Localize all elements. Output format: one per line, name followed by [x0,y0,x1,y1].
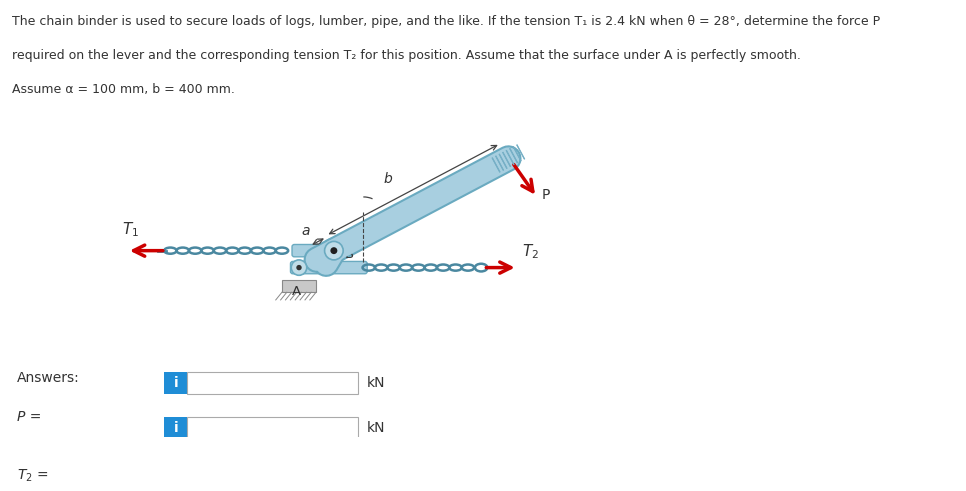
Text: P: P [541,189,550,202]
Circle shape [292,260,307,275]
Text: kN: kN [367,376,385,390]
Text: a: a [301,224,309,239]
Circle shape [330,247,337,254]
Text: Assume α = 100 mm, b = 400 mm.: Assume α = 100 mm, b = 400 mm. [12,83,235,96]
Text: $T_1$: $T_1$ [123,220,139,239]
Text: The chain binder is used to secure loads of logs, lumber, pipe, and the like. If: The chain binder is used to secure loads… [12,15,880,27]
FancyBboxPatch shape [164,372,187,393]
Circle shape [325,242,343,260]
FancyBboxPatch shape [187,372,358,393]
FancyBboxPatch shape [291,261,367,274]
Text: required on the lever and the corresponding tension T₂ for this position. Assume: required on the lever and the correspond… [12,49,801,62]
Text: kN: kN [367,421,385,435]
Text: i: i [174,421,178,435]
Text: $\theta$: $\theta$ [373,214,383,229]
Bar [282,280,316,292]
FancyBboxPatch shape [187,417,358,439]
FancyBboxPatch shape [292,245,338,257]
Text: A: A [292,284,301,298]
Circle shape [297,265,301,270]
Text: $T_2$: $T_2$ [523,243,539,261]
FancyBboxPatch shape [164,417,187,439]
Text: Answers:: Answers: [17,371,80,385]
Text: i: i [174,376,178,390]
Text: $T_2$ =: $T_2$ = [17,468,49,485]
Text: b: b [384,172,392,187]
Text: P =: P = [17,410,42,424]
Text: B: B [345,248,354,261]
